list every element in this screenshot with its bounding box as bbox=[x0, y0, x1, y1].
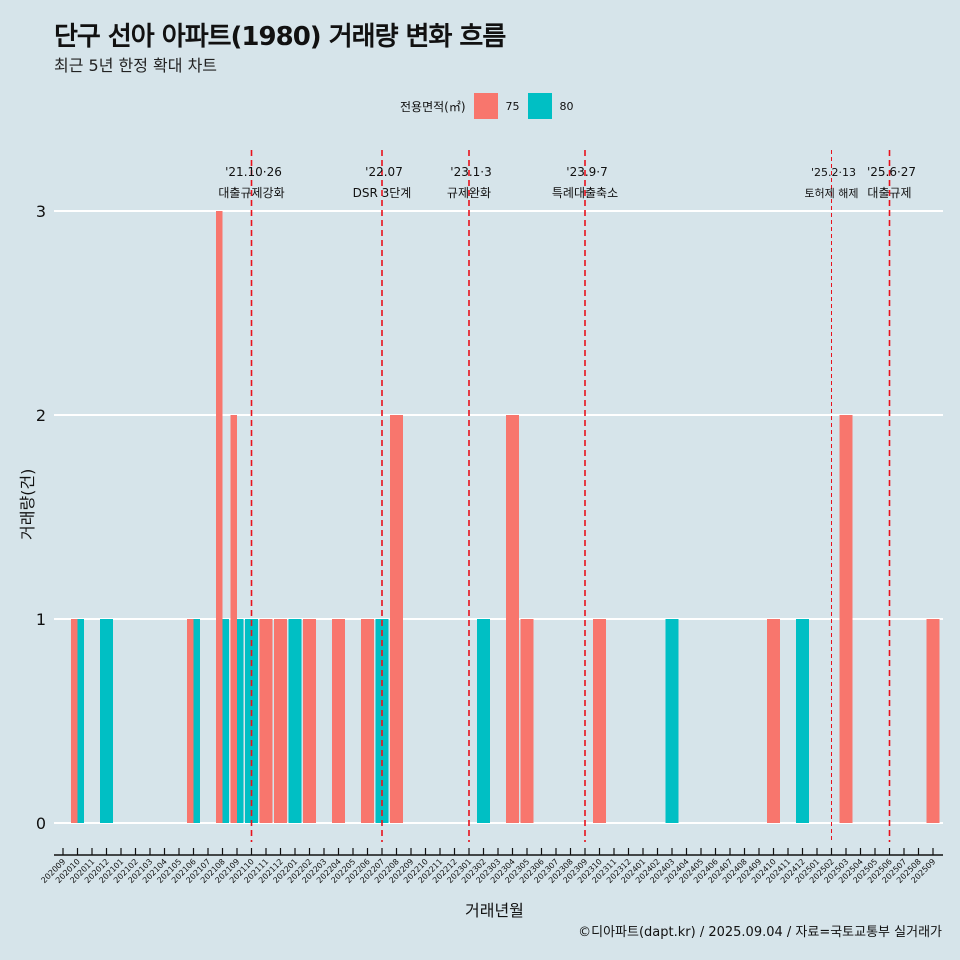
y-tick-label: 0 bbox=[36, 814, 46, 833]
y-tick-label: 2 bbox=[36, 406, 46, 425]
bar-75-202204 bbox=[332, 619, 345, 823]
x-axis-label: 거래년월 bbox=[465, 901, 524, 920]
annotation-label: 규제완화 bbox=[447, 186, 491, 200]
bar-80-202108 bbox=[222, 619, 229, 823]
bar-80-202012 bbox=[100, 619, 113, 823]
legend-key-75 bbox=[473, 93, 498, 119]
bar-75-202106 bbox=[187, 619, 194, 823]
bar-80-202109 bbox=[237, 619, 244, 823]
bar-80-202412 bbox=[796, 619, 809, 823]
annotation-label: 대출규제 bbox=[867, 186, 911, 200]
annotation-date: '23.9·7 bbox=[566, 165, 607, 179]
bar-80-202403 bbox=[665, 619, 679, 823]
bar-80-202201 bbox=[288, 619, 302, 823]
bar-80-202302 bbox=[477, 619, 490, 823]
annotation-date: '23.1·3 bbox=[450, 165, 491, 179]
annotation-date: '25.2·13 bbox=[811, 166, 856, 179]
bar-80-202010 bbox=[77, 619, 84, 823]
bar-75-202108 bbox=[216, 211, 223, 823]
bar-75-202010 bbox=[71, 619, 78, 823]
legend-key-80 bbox=[527, 93, 552, 119]
bar-80-202106 bbox=[193, 619, 200, 823]
bar-75-202305 bbox=[520, 619, 534, 823]
annotation-label: 토허제 해제 bbox=[804, 186, 858, 200]
bar-75-202304 bbox=[506, 415, 519, 823]
bar-75-202112 bbox=[274, 619, 287, 823]
chart-subtitle: 최근 5년 한정 확대 차트 bbox=[54, 56, 218, 75]
annotation-date: '25.6·27 bbox=[867, 165, 916, 179]
y-axis-label: 거래량(건) bbox=[18, 468, 37, 540]
footer-credit: ©디아파트(dapt.kr) / 2025.09.04 / 자료=국토교통부 실… bbox=[578, 925, 942, 940]
legend-label-80: 80 bbox=[559, 99, 574, 113]
annotation-label: 특례대출축소 bbox=[552, 186, 618, 200]
bar-75-202310 bbox=[593, 619, 606, 823]
annotation-label: 대출규제강화 bbox=[218, 186, 284, 200]
bar-75-202503 bbox=[839, 415, 853, 823]
legend-label-75: 75 bbox=[505, 99, 520, 113]
y-tick-label: 3 bbox=[36, 202, 46, 221]
chart-title: 단구 선아 아파트(1980) 거래량 변화 흐름 bbox=[54, 22, 506, 52]
bar-75-202208 bbox=[390, 415, 403, 823]
bar-75-202202 bbox=[303, 619, 316, 823]
legend-title: 전용면적(㎡) bbox=[400, 99, 466, 114]
annotation-date: '22.07 bbox=[365, 165, 403, 179]
annotation-label: DSR 3단계 bbox=[353, 186, 412, 200]
bar-75-202109 bbox=[230, 415, 237, 823]
annotation-date: '21.10·26 bbox=[225, 165, 282, 179]
bar-75-202111 bbox=[259, 619, 273, 823]
legend: 전용면적(㎡) 75 80 bbox=[400, 93, 582, 119]
bar-75-202509 bbox=[926, 619, 940, 823]
bar-75-202206 bbox=[361, 619, 374, 823]
bar-75-202410 bbox=[767, 619, 780, 823]
y-tick-label: 1 bbox=[36, 610, 46, 629]
